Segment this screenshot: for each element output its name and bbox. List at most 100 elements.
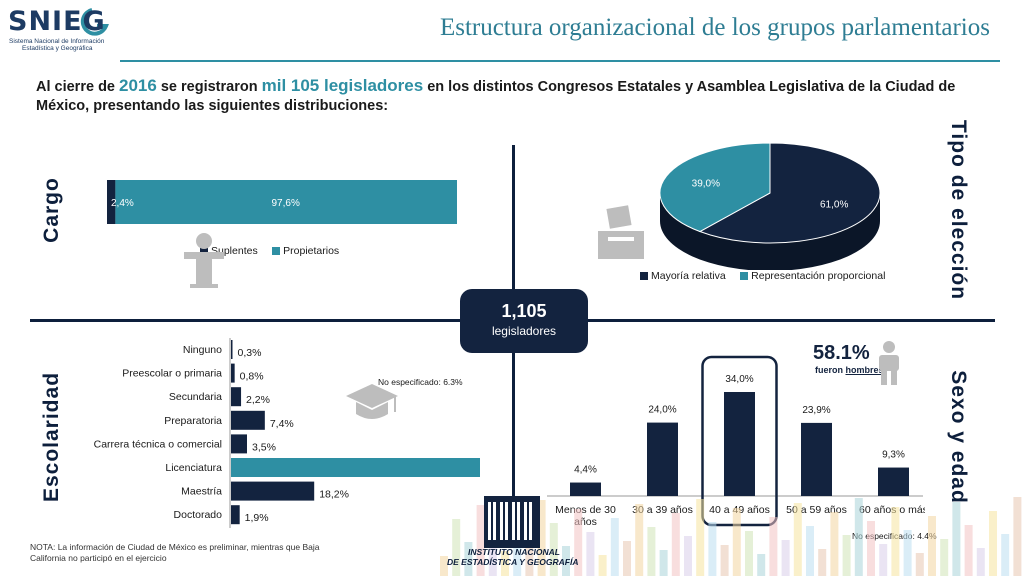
man-icon	[879, 341, 899, 385]
inegi-name-line-2: DE ESTADÍSTICA Y GEOGRAFÍA	[447, 557, 579, 567]
footer-stripe-35	[867, 521, 875, 576]
pie-slice-1	[659, 142, 771, 233]
footer-stripe-42	[952, 502, 961, 576]
intro-count: mil 105 legisladores	[261, 76, 424, 95]
footer-stripe-13	[598, 555, 607, 576]
footer-stripe-46	[1001, 534, 1010, 576]
footer-stripe-36	[879, 544, 888, 576]
escolaridad-value-7: 1,9%	[245, 512, 269, 524]
footer-stripe-9	[549, 523, 558, 576]
footer-stripe-11	[574, 509, 583, 576]
intro-part-3: en los distintos Congresos Estatales y A…	[36, 79, 956, 114]
legend-label-propietarios: Propietarios	[283, 245, 340, 257]
quadrant-label-tipo: Tipo de elección	[947, 119, 970, 301]
legend-label-representacion: Representación proporcional	[751, 270, 886, 282]
footer-stripe-12	[586, 532, 595, 576]
footer-stripe-3	[476, 505, 485, 576]
escolaridad-category-5: Licenciatura	[165, 462, 222, 474]
footer-stripe-37	[891, 507, 900, 576]
footer-stripe-33	[842, 535, 851, 576]
legend-swatch-propietarios	[272, 247, 281, 256]
total-label: legisladores	[491, 324, 557, 338]
snieg-logo	[6, 6, 116, 58]
legend-propietarios: Propietarios	[272, 245, 339, 257]
footer-stripe-34	[854, 498, 863, 576]
escolaridad-category-2: Secundaria	[169, 391, 222, 403]
footer-stripe-25	[745, 531, 753, 576]
legend-mayoria: Mayoría relativa	[640, 270, 726, 282]
footer-stripe-2	[464, 542, 473, 576]
footer-stripe-38	[903, 530, 912, 576]
footer-stripe-1	[452, 519, 461, 576]
footer-stripe-4	[488, 528, 497, 576]
footer-stripe-44	[976, 548, 985, 576]
legend-representacion: Representación proporcional	[740, 270, 885, 282]
edad-bar-1	[647, 422, 678, 496]
footer-stripe-19	[671, 513, 680, 576]
footer-stripe-30	[806, 526, 814, 576]
quadrant-label-sexo: Sexo y edad	[947, 370, 970, 504]
escolaridad-category-0: Ninguno	[183, 344, 222, 356]
footer-stripe-10	[562, 546, 570, 576]
footer-stripe-27	[769, 517, 778, 576]
footer-stripe-0	[440, 556, 448, 576]
edad-bar-2	[724, 392, 755, 496]
total-legislators-badge: 1,105 legisladores	[460, 289, 588, 353]
footer-stripe-20	[684, 536, 692, 576]
escolaridad-value-2: 2,2%	[246, 394, 270, 406]
logo-subtitle-1: Sistema Nacional de Información	[9, 38, 105, 45]
cargo-chart: 2,4% 97,6%	[107, 180, 458, 224]
escolaridad-category-4: Carrera técnica o comercial	[94, 438, 222, 450]
cargo-label-propietarios: 97,6%	[272, 198, 300, 209]
escolaridad-value-0: 0,3%	[238, 347, 262, 359]
logo-subtitle-2: Estadística y Geográfica	[22, 45, 93, 52]
pie-slice-0	[698, 142, 881, 244]
intro-part-2: se registraron	[156, 79, 262, 95]
edad-value-4: 9,3%	[882, 450, 905, 461]
edad-value-1: 24,0%	[648, 405, 676, 416]
legend-swatch-suplentes	[200, 247, 208, 256]
escolaridad-value-3: 7,4%	[270, 418, 294, 430]
footer-stripe-21	[696, 499, 705, 576]
escolaridad-bar-2	[231, 387, 242, 407]
escolaridad-category-6: Maestría	[181, 486, 222, 498]
footer-stripe-39	[915, 553, 924, 576]
footer-stripe-22	[708, 522, 717, 576]
pie-label-0: 61,0%	[820, 200, 848, 211]
escolaridad-value-6: 18,2%	[319, 489, 349, 501]
men-label: fueron hombres	[815, 365, 884, 375]
footer-stripe-40	[928, 516, 936, 576]
footer-stripe-29	[793, 503, 802, 576]
footer-stripe-32	[830, 512, 839, 576]
footer-stripe-5	[501, 551, 509, 576]
quadrant-label-cargo: Cargo	[40, 177, 63, 243]
footnote: NOTA: La información de Ciudad de México…	[30, 542, 320, 563]
ballot-box-icon	[598, 205, 644, 259]
escolaridad-not-specified: No especificado: 6.3%	[378, 377, 463, 387]
men-percentage: 58.1%	[813, 342, 870, 364]
footer-decoration	[440, 497, 1022, 576]
page-title: Estructura organizacional de los grupos …	[439, 14, 990, 41]
footer-stripe-23	[720, 545, 729, 576]
footer-stripe-28	[781, 540, 790, 576]
escolaridad-value-4: 3,5%	[252, 441, 276, 453]
snieg-logo-mark	[80, 8, 109, 36]
escolaridad-category-1: Preescolar o primaria	[122, 368, 222, 380]
edad-value-0: 4,4%	[574, 465, 597, 476]
legend-swatch-representacion	[740, 272, 749, 281]
tipo-legend: Mayoría relativa Representación proporci…	[640, 266, 895, 284]
men-label-word: hombres	[845, 365, 884, 375]
edad-category-0-a: Menos de 30	[555, 504, 616, 516]
footer-stripe-24	[732, 508, 741, 576]
cargo-bar-1	[115, 180, 458, 224]
footer-stripe-14	[610, 518, 619, 576]
escolaridad-value-1: 0,8%	[240, 371, 264, 383]
edad-bar-3	[801, 422, 832, 496]
edad-value-2: 34,0%	[725, 374, 753, 385]
escolaridad-bar-6	[231, 481, 315, 501]
footer-stripe-43	[964, 525, 973, 576]
escolaridad-chart: Ninguno 0,3% Preescolar o primaria 0,8% Secu…	[94, 338, 480, 528]
cargo-bar-0	[107, 180, 116, 224]
podium-icon	[184, 233, 224, 288]
footer-stripe-8	[537, 500, 546, 576]
